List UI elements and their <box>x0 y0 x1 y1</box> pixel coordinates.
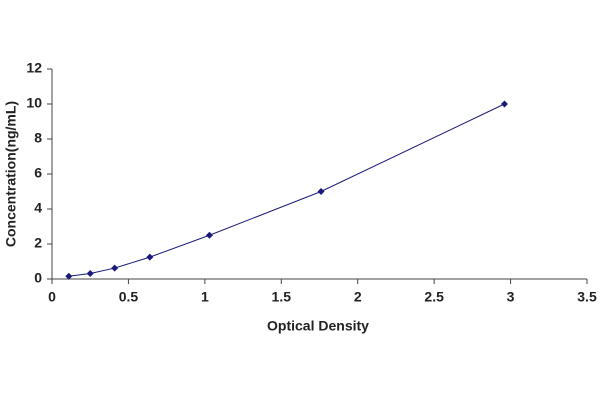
y-tick-label: 10 <box>26 95 42 111</box>
y-tick-label: 0 <box>34 270 42 286</box>
point <box>86 270 94 278</box>
point <box>65 272 73 280</box>
y-tick-label: 4 <box>34 200 42 216</box>
point <box>146 253 154 261</box>
x-tick-label: 0 <box>48 289 56 305</box>
point <box>205 231 213 239</box>
y-tick-label: 8 <box>34 130 42 146</box>
fit-curve <box>68 103 505 277</box>
point <box>111 264 119 272</box>
x-tick-label: 2 <box>354 289 362 305</box>
y-tick-label: 6 <box>34 165 42 181</box>
x-tick-label: 2.5 <box>424 289 444 305</box>
y-tick-label: 12 <box>26 60 42 76</box>
y-tick-label: 2 <box>34 235 42 251</box>
x-tick-label: 0.5 <box>119 289 139 305</box>
point <box>317 188 325 195</box>
x-tick-label: 1 <box>201 289 209 305</box>
x-tick-label: 3 <box>507 289 515 305</box>
y-axis-label: Concentration(ng/mL) <box>3 101 19 247</box>
x-tick-label: 1.5 <box>272 289 292 305</box>
point <box>500 100 508 108</box>
x-axis-label: Optical Density <box>267 318 369 334</box>
x-tick-label: 3.5 <box>577 289 597 305</box>
